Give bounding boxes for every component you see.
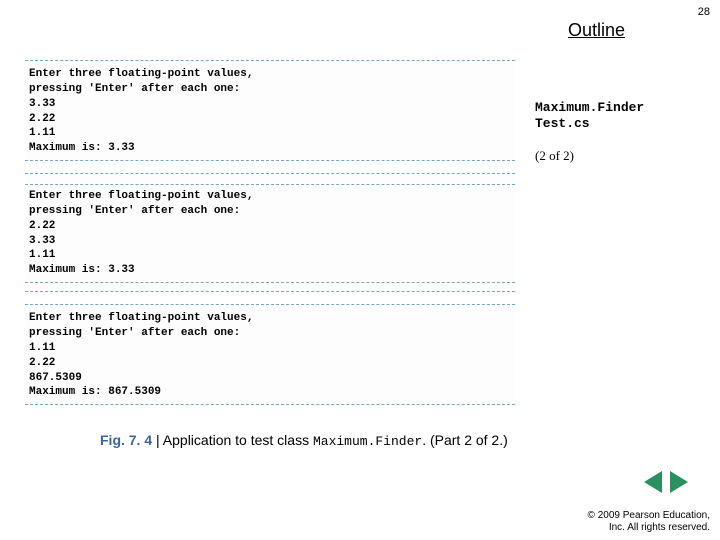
caption-classname: Maximum.Finder	[313, 434, 422, 449]
console-line: 2.22	[29, 219, 511, 234]
figure-caption: Fig. 7. 4 | Application to test class Ma…	[100, 432, 508, 449]
console-line: 2.22	[29, 356, 511, 371]
console-run-3: Enter three floating-point values, press…	[25, 304, 515, 405]
console-line: 1.11	[29, 341, 511, 356]
file-label: Maximum.Finder Test.cs	[535, 100, 644, 131]
copyright-line: Inc. All rights reserved.	[588, 522, 710, 534]
slide-nav	[642, 471, 690, 498]
figure-number: Fig. 7. 4	[100, 432, 152, 448]
prev-slide-icon[interactable]	[644, 471, 662, 493]
console-line: Maximum is: 3.33	[29, 141, 511, 156]
caption-sep: |	[152, 432, 163, 448]
console-line: 3.33	[29, 97, 511, 112]
console-run-1: Enter three floating-point values, press…	[25, 60, 515, 161]
console-line: pressing 'Enter' after each one:	[29, 82, 511, 97]
console-line: pressing 'Enter' after each one:	[29, 326, 511, 341]
file-label-line: Maximum.Finder	[535, 100, 644, 116]
copyright: © 2009 Pearson Education, Inc. All right…	[588, 510, 710, 534]
caption-text: . (Part 2 of 2.)	[422, 432, 508, 448]
separator	[25, 282, 515, 283]
console-line: 1.11	[29, 126, 511, 141]
file-label-line: Test.cs	[535, 116, 644, 132]
console-line: Enter three floating-point values,	[29, 189, 511, 204]
copyright-line: © 2009 Pearson Education,	[588, 510, 710, 522]
caption-text: Application to test class	[163, 432, 313, 448]
console-line: Enter three floating-point values,	[29, 67, 511, 82]
slide-number: 28	[698, 6, 710, 18]
next-slide-icon[interactable]	[670, 471, 688, 493]
separator	[25, 184, 515, 185]
console-line: 2.22	[29, 112, 511, 127]
page-indicator: (2 of 2)	[535, 148, 574, 164]
console-run-2: Enter three floating-point values, press…	[25, 173, 515, 292]
console-line: Maximum is: 867.5309	[29, 385, 511, 400]
console-output-area: Enter three floating-point values, press…	[25, 60, 515, 417]
console-line: 3.33	[29, 234, 511, 249]
console-line: Enter three floating-point values,	[29, 311, 511, 326]
console-line: 867.5309	[29, 371, 511, 386]
console-line: Maximum is: 3.33	[29, 263, 511, 278]
outline-heading: Outline	[568, 20, 625, 41]
console-line: 1.11	[29, 248, 511, 263]
console-line: pressing 'Enter' after each one:	[29, 204, 511, 219]
